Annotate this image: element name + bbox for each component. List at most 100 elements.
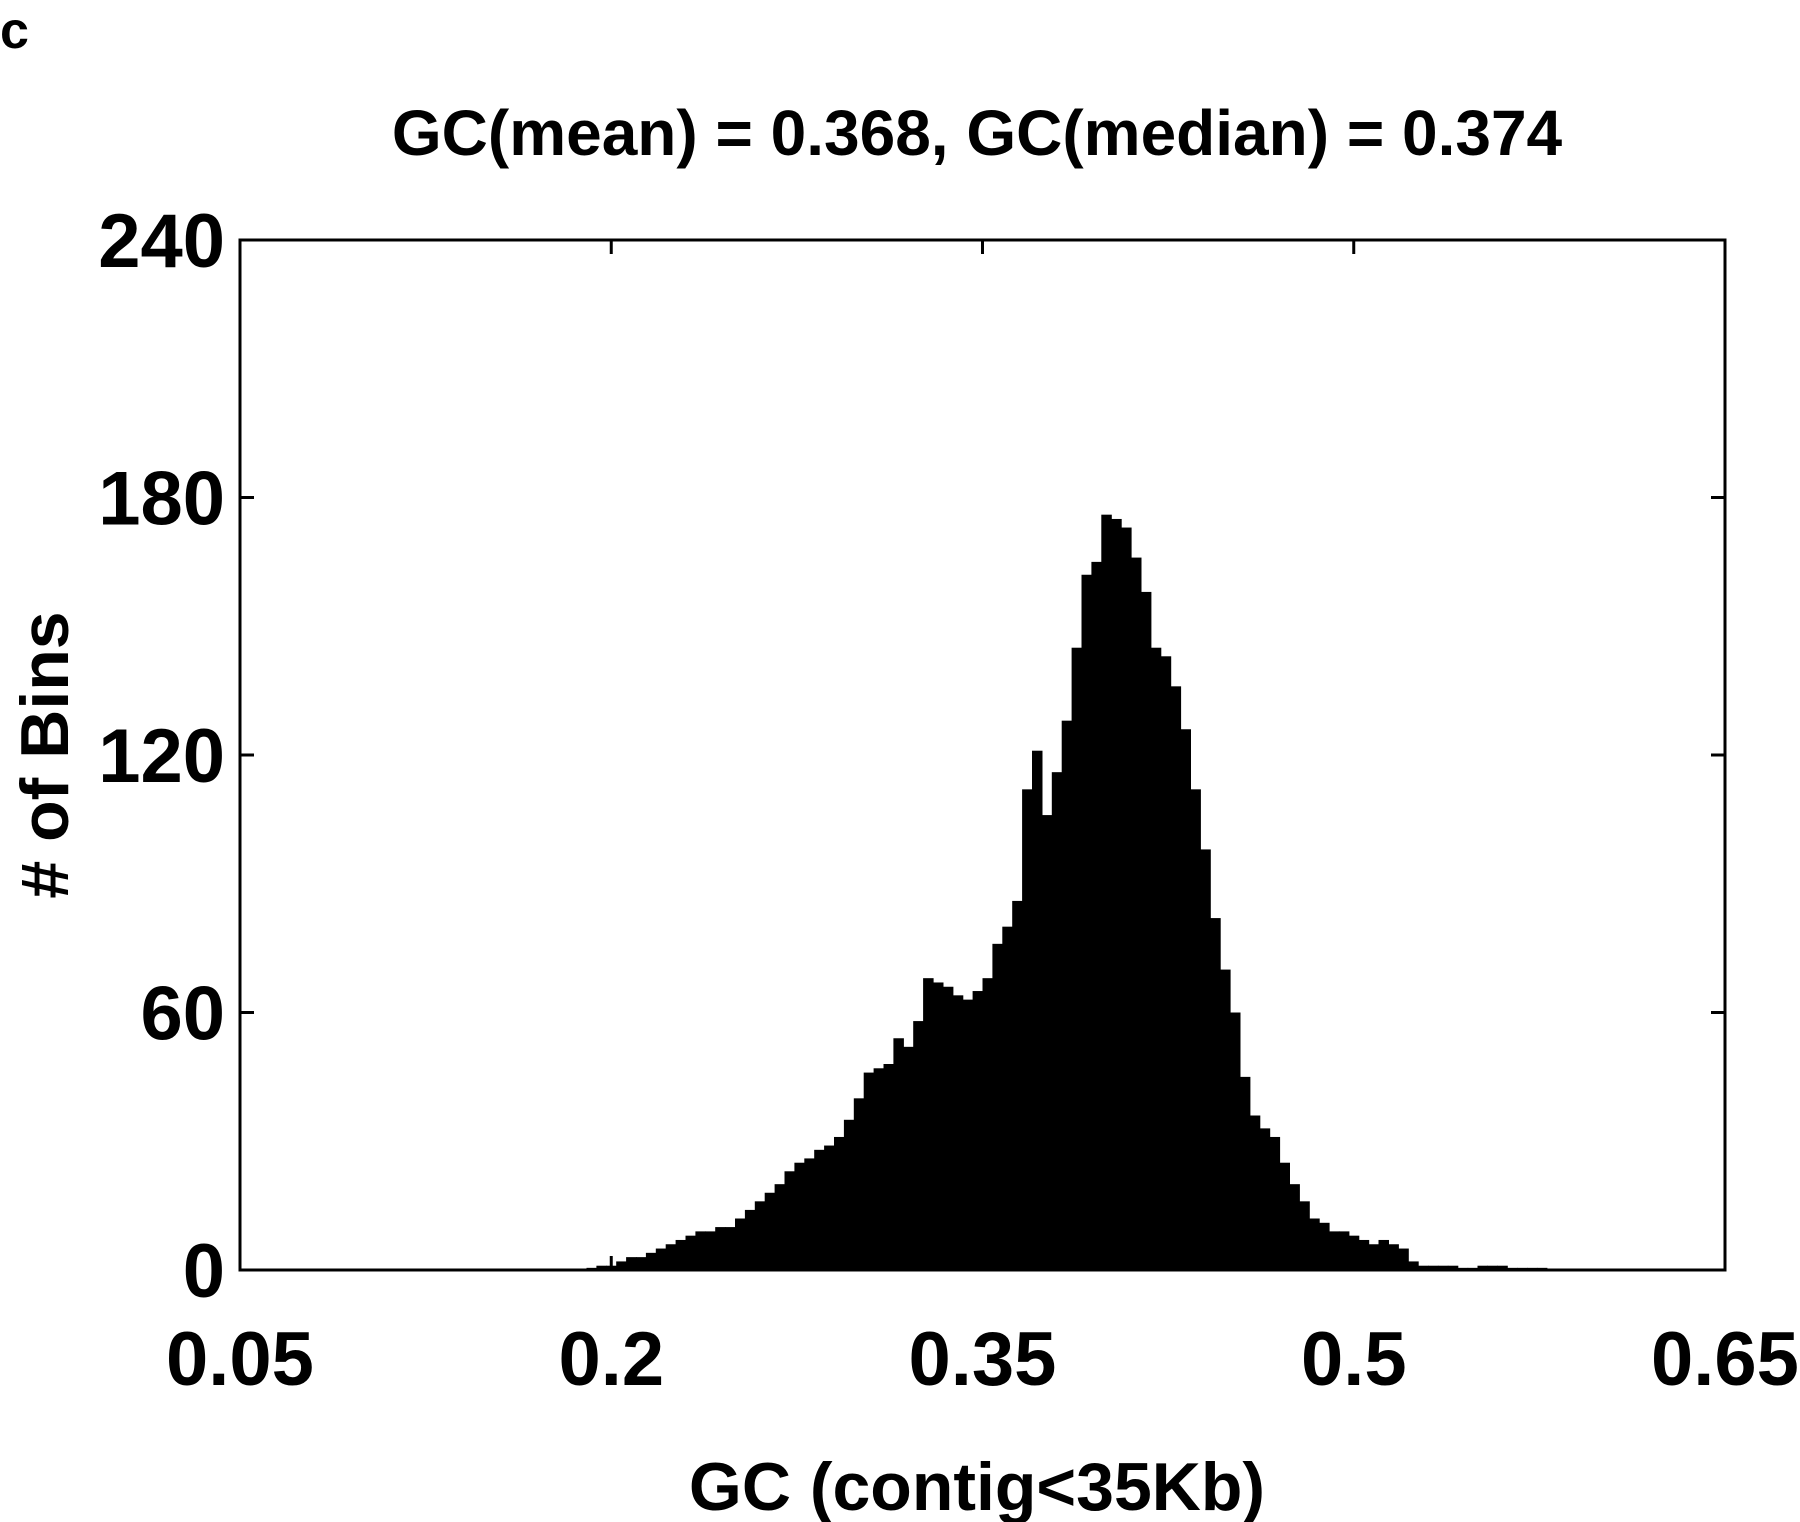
histogram-bar bbox=[1259, 1128, 1271, 1271]
y-tick-label: 60 bbox=[140, 972, 225, 1057]
x-tick-label: 0.2 bbox=[558, 1317, 664, 1402]
histogram-bar bbox=[863, 1072, 875, 1270]
histogram-bar bbox=[1299, 1201, 1310, 1270]
histogram-bar bbox=[972, 991, 984, 1270]
histogram-bar bbox=[1022, 789, 1033, 1270]
histogram-bar bbox=[814, 1149, 825, 1270]
histogram-bar bbox=[1457, 1267, 1469, 1270]
histogram-bar bbox=[1348, 1235, 1360, 1270]
histogram-bar bbox=[1230, 1012, 1241, 1270]
histogram-bar bbox=[695, 1231, 706, 1271]
x-tick-label: 0.5 bbox=[1301, 1317, 1407, 1402]
chart-title: GC(mean) = 0.368, GC(median) = 0.374 bbox=[392, 97, 1563, 169]
y-tick-label: 120 bbox=[98, 714, 225, 799]
histogram-bar bbox=[725, 1227, 736, 1270]
histogram-bar bbox=[1527, 1267, 1538, 1270]
histogram-bar bbox=[636, 1257, 647, 1271]
x-axis-label: GC (contig<35Kb) bbox=[689, 1449, 1265, 1522]
histogram-bar bbox=[1447, 1265, 1459, 1270]
histogram-bar bbox=[1121, 527, 1132, 1270]
histogram-bar bbox=[1160, 656, 1172, 1270]
x-tick-label: 0.65 bbox=[1651, 1317, 1799, 1402]
histogram-bar bbox=[883, 1064, 894, 1270]
x-tick-labels: 0.05 0.2 0.35 0.5 0.65 bbox=[166, 1317, 1799, 1402]
histogram-bar bbox=[1368, 1244, 1380, 1270]
histogram-bar bbox=[754, 1201, 766, 1270]
histogram-bar bbox=[685, 1235, 696, 1270]
panel-label: c bbox=[0, 2, 29, 60]
histogram-bar bbox=[1002, 926, 1013, 1270]
histogram-bar bbox=[774, 1184, 786, 1270]
histogram-bar bbox=[665, 1244, 677, 1270]
histogram-bar bbox=[1279, 1162, 1290, 1270]
histogram-bar bbox=[1061, 720, 1073, 1270]
histogram-bar bbox=[1170, 686, 1182, 1270]
histogram-bar bbox=[1408, 1261, 1419, 1270]
histogram-bar bbox=[1140, 591, 1152, 1270]
histogram-bar bbox=[1517, 1267, 1528, 1270]
histogram-bar bbox=[1131, 557, 1142, 1270]
histogram-bar bbox=[1497, 1265, 1508, 1270]
histogram-bar bbox=[1091, 561, 1102, 1271]
histogram-bar bbox=[843, 1119, 855, 1270]
histogram-bar bbox=[1190, 789, 1201, 1270]
histogram-bar bbox=[784, 1171, 795, 1270]
histogram-bar bbox=[1358, 1239, 1370, 1270]
y-tick-labels: 0 60 120 180 240 bbox=[98, 199, 225, 1314]
histogram-bar bbox=[1467, 1267, 1479, 1270]
histogram-bar bbox=[715, 1227, 726, 1270]
histogram-bar bbox=[586, 1267, 597, 1270]
histogram-bar bbox=[903, 1046, 914, 1270]
histogram-bar bbox=[1032, 750, 1043, 1270]
histogram-bar bbox=[1329, 1231, 1340, 1271]
histogram-bar bbox=[1180, 729, 1191, 1270]
histogram-bar bbox=[1269, 1136, 1281, 1270]
histogram-bar bbox=[893, 1038, 904, 1270]
histogram-bar bbox=[1338, 1231, 1350, 1271]
histogram-bar bbox=[705, 1231, 716, 1271]
histogram-bar bbox=[794, 1162, 805, 1270]
histogram-bar bbox=[1398, 1248, 1409, 1270]
histogram-bar bbox=[626, 1257, 637, 1271]
histogram-bar bbox=[952, 995, 964, 1270]
histogram-bar bbox=[1507, 1267, 1518, 1270]
histogram-bar bbox=[1220, 969, 1231, 1270]
histogram-bar bbox=[1378, 1239, 1389, 1270]
histogram-bar bbox=[1487, 1265, 1498, 1270]
histogram-bar bbox=[1071, 647, 1083, 1270]
histogram-bar bbox=[1309, 1218, 1320, 1270]
histogram-bar bbox=[735, 1218, 746, 1270]
histogram-bar bbox=[645, 1252, 657, 1270]
histogram-bar bbox=[1437, 1265, 1449, 1270]
histogram-bar bbox=[1150, 647, 1162, 1270]
x-tick-label: 0.05 bbox=[166, 1317, 314, 1402]
histogram-bar bbox=[1289, 1184, 1300, 1270]
histogram-bar bbox=[804, 1158, 815, 1270]
histogram-bar bbox=[1428, 1265, 1439, 1270]
histogram-bar bbox=[853, 1098, 865, 1270]
histogram-bar bbox=[824, 1145, 835, 1270]
histogram-bar bbox=[834, 1136, 845, 1270]
y-axis-label: # of Bins bbox=[7, 611, 83, 898]
histogram-bar bbox=[913, 1021, 924, 1270]
histogram-bar bbox=[655, 1248, 667, 1270]
histogram-bar bbox=[596, 1265, 607, 1270]
histogram-bar bbox=[923, 978, 934, 1270]
histogram-bar bbox=[992, 943, 1003, 1270]
histogram-bar bbox=[1319, 1222, 1330, 1270]
y-tick-label: 0 bbox=[183, 1229, 225, 1314]
histogram-bar bbox=[962, 999, 974, 1271]
x-tick-label: 0.35 bbox=[909, 1317, 1057, 1402]
histogram-bar bbox=[942, 986, 954, 1270]
histogram-bar bbox=[1388, 1244, 1399, 1270]
histogram-bar bbox=[1249, 1115, 1261, 1270]
histogram-bar bbox=[1041, 815, 1053, 1270]
histogram-bar bbox=[1210, 918, 1221, 1270]
histogram-bars bbox=[586, 514, 1548, 1271]
histogram-bar bbox=[1051, 772, 1063, 1270]
histogram-bar bbox=[873, 1068, 885, 1270]
histogram-bar bbox=[933, 982, 944, 1270]
histogram-bar bbox=[1012, 900, 1023, 1270]
histogram-bar bbox=[764, 1192, 776, 1270]
